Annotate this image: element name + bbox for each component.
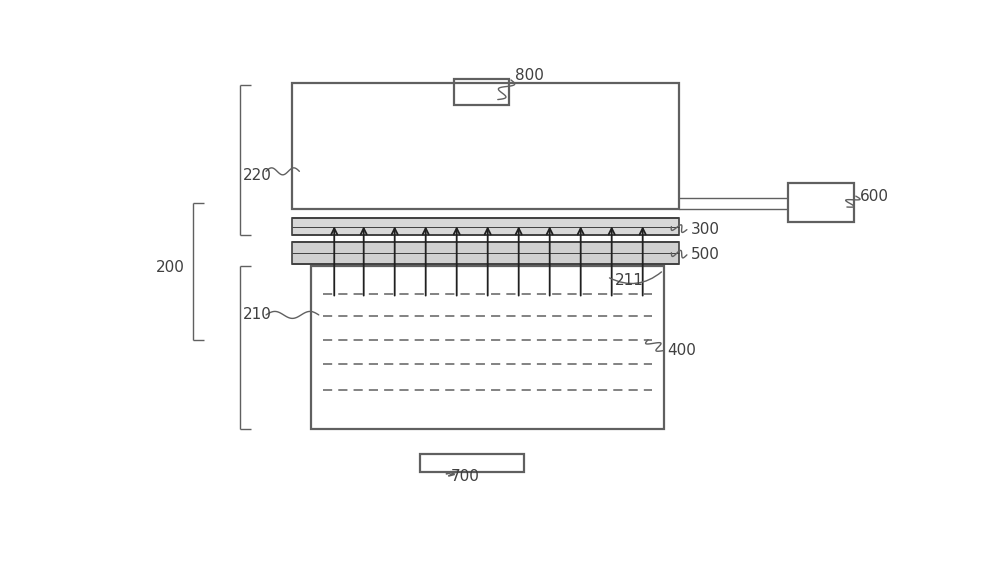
Bar bbox=[292, 242, 679, 263]
Bar bbox=[420, 454, 524, 472]
Bar bbox=[311, 266, 664, 429]
Text: 600: 600 bbox=[860, 189, 889, 203]
Text: 700: 700 bbox=[450, 470, 479, 484]
Bar bbox=[292, 83, 679, 209]
Text: 210: 210 bbox=[243, 307, 272, 323]
Text: 211: 211 bbox=[615, 273, 644, 289]
Text: 200: 200 bbox=[156, 260, 185, 275]
Text: 800: 800 bbox=[515, 68, 544, 83]
Text: 300: 300 bbox=[691, 222, 720, 237]
Bar bbox=[292, 218, 679, 235]
Bar bbox=[454, 79, 509, 105]
Text: 400: 400 bbox=[668, 343, 696, 358]
Bar bbox=[788, 183, 854, 222]
Text: 500: 500 bbox=[691, 247, 720, 262]
Text: 220: 220 bbox=[243, 168, 272, 183]
